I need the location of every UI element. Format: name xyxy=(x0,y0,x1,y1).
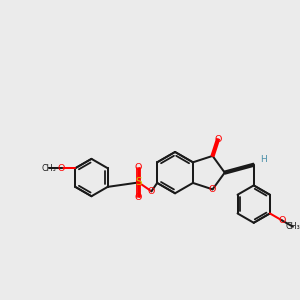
Text: O: O xyxy=(135,163,142,172)
Text: O: O xyxy=(209,185,216,194)
Text: O: O xyxy=(58,164,65,173)
Text: O: O xyxy=(135,193,142,202)
Text: O: O xyxy=(278,216,286,225)
Text: CH₃: CH₃ xyxy=(41,164,56,173)
Text: H: H xyxy=(260,155,267,164)
Text: O: O xyxy=(214,135,222,144)
Text: S: S xyxy=(135,178,142,188)
Text: O: O xyxy=(148,187,155,196)
Text: CH₃: CH₃ xyxy=(286,222,300,231)
